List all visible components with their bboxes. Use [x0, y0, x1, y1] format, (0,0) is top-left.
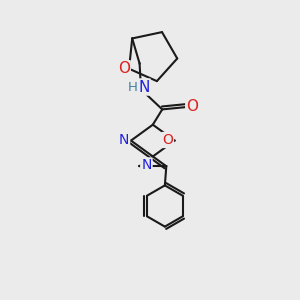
Text: O: O [186, 99, 198, 114]
Text: H: H [127, 80, 137, 94]
Text: N: N [138, 80, 150, 94]
Text: N: N [141, 158, 152, 172]
Text: O: O [118, 61, 130, 76]
Text: O: O [162, 133, 173, 147]
Text: N: N [119, 133, 129, 147]
